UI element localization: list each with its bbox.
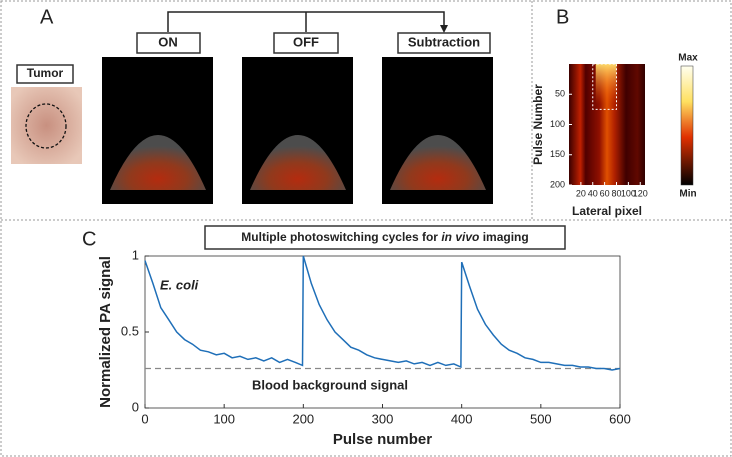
y-tick-label: 0.5: [121, 323, 139, 338]
state-label: OFF: [293, 34, 319, 49]
colorbar-label: Min: [679, 189, 696, 200]
x-tick-label: 400: [451, 411, 473, 426]
x-tick-label: 0: [141, 411, 148, 426]
state-label: ON: [158, 34, 178, 49]
title-box: [204, 225, 566, 250]
y-tick-label: 0: [132, 399, 139, 414]
x-tick-label: 80: [611, 188, 621, 198]
panel-label: B: [556, 6, 569, 28]
x-tick-label: 500: [530, 411, 552, 426]
y-axis-label: Normalized PA signal: [97, 256, 114, 408]
tumor-outline: [25, 103, 67, 149]
y-tick-label: 50: [555, 89, 565, 99]
state-box: [136, 32, 201, 54]
title-part: Multiple photoswitching cycles for: [241, 230, 438, 244]
colorbar-label: Max: [678, 53, 698, 64]
y-axis-label: Pulse Number: [531, 84, 545, 165]
roi-box: [592, 63, 617, 110]
title-part: imaging: [483, 230, 529, 244]
x-tick-label: 100: [621, 188, 636, 198]
pa-dome: [390, 135, 486, 190]
state-label: Subtraction: [408, 34, 480, 49]
x-axis-label: Lateral pixel: [572, 204, 642, 218]
x-tick-label: 60: [600, 188, 610, 198]
panel-label: A: [40, 6, 54, 28]
pa-images: [102, 57, 493, 204]
panel-a: ON OFF Subtraction Tumor: [11, 11, 493, 204]
y-tick-label: 1: [132, 247, 139, 262]
title-part: in vivo: [441, 230, 479, 244]
x-axis-label: Pulse number: [333, 431, 432, 448]
chart-title: Multiple photoswitching cycles for in vi…: [241, 230, 528, 244]
pa-dome: [110, 135, 206, 190]
state-box: [397, 32, 491, 54]
arrow-head: [440, 25, 448, 33]
state-box: [273, 32, 339, 54]
pa-dome: [250, 135, 346, 190]
colorbar: [680, 65, 694, 186]
signal-line: [144, 255, 621, 371]
y-tick-label: 100: [550, 119, 565, 129]
tumor-photo: [11, 87, 82, 164]
x-tick-label: 300: [372, 411, 394, 426]
x-tick-label: 600: [609, 411, 631, 426]
x-tick-label: 200: [292, 411, 314, 426]
x-tick-label: 20: [576, 188, 586, 198]
annotation: E. coli: [160, 277, 199, 292]
x-tick-label: 100: [213, 411, 235, 426]
x-tick-label: 40: [588, 188, 598, 198]
heatmap-hotspot: [595, 64, 617, 104]
reference-label: Blood background signal: [252, 377, 408, 392]
tumor-box: [16, 64, 74, 84]
y-tick-label: 200: [550, 179, 565, 189]
panel-label: C: [82, 228, 96, 250]
x-tick-label: 120: [633, 188, 648, 198]
tumor-label: Tumor: [27, 66, 64, 80]
y-tick-label: 150: [550, 149, 565, 159]
